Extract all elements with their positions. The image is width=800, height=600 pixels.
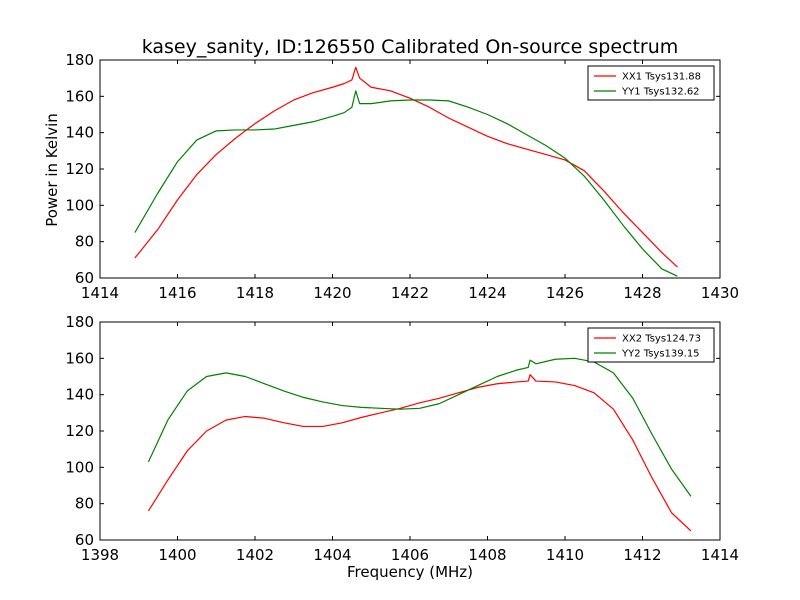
bottom-x-tick-label: 1414	[701, 546, 739, 564]
bottom-y-tick-label: 120	[65, 422, 94, 440]
bottom-legend-label: XX2 Tsys124.73	[622, 334, 701, 345]
bottom-y-tick-label: 140	[65, 386, 94, 404]
top-y-tick-label: 160	[65, 87, 94, 105]
top-x-tick-label: 1418	[236, 284, 274, 302]
top-x-tick-label: 1416	[158, 284, 196, 302]
top-spectrum-panel: 1414 1416 1418 1420 1422 1424 1426 1428 1430 60 80…	[65, 51, 739, 302]
top-legend-label: XX1 Tsys131.88	[622, 72, 701, 83]
top-y-tick-label: 80	[75, 233, 94, 251]
top-legend-label: YY1 Tsys132.62	[621, 87, 700, 98]
top-x-tick-label: 1424	[468, 284, 506, 302]
bottom-x-tick-label: 1406	[391, 546, 429, 564]
bottom-y-tick-label: 60	[75, 531, 94, 549]
bottom-spectrum-panel: 1398 1400 1402 1404 1406 1408 1410 1412 1414 60 80…	[65, 313, 739, 564]
bottom-x-tick-label: 1412	[623, 546, 661, 564]
top-x-tick-label: 1422	[391, 284, 429, 302]
bottom-x-tick-label: 1410	[546, 546, 584, 564]
bottom-legend-label: YY2 Tsys139.15	[621, 349, 700, 360]
bottom-legend: XX2 Tsys124.73 YY2 Tsys139.15	[587, 327, 715, 363]
top-y-tick-label: 60	[75, 269, 94, 287]
bottom-y-tick-label: 160	[65, 349, 94, 367]
top-x-tick-label: 1430	[701, 284, 739, 302]
bottom-series-line-1	[147, 374, 692, 532]
y-axis-label: Power in Kelvin	[43, 113, 61, 227]
top-x-tick-label: 1414	[81, 284, 119, 302]
top-y-tick-label: 180	[65, 51, 94, 69]
bottom-x-tick-label: 1400	[158, 546, 196, 564]
top-x-tick-label: 1426	[546, 284, 584, 302]
bottom-legend-box	[587, 327, 715, 363]
top-legend: XX1 Tsys131.88 YY1 Tsys132.62	[587, 65, 715, 101]
top-y-tick-label: 120	[65, 160, 94, 178]
figure-title: kasey_sanity, ID:126550 Calibrated On-so…	[142, 36, 679, 58]
top-y-tick-label: 100	[65, 196, 94, 214]
top-series-line-2	[134, 90, 678, 277]
bottom-y-tick-label: 180	[65, 313, 94, 331]
top-legend-box	[587, 65, 715, 101]
top-x-tick-label: 1428	[623, 284, 661, 302]
top-series-line-1	[134, 66, 678, 268]
x-axis-label: Frequency (MHz)	[347, 563, 473, 581]
bottom-y-tick-label: 80	[75, 495, 94, 513]
bottom-x-tick-label: 1408	[468, 546, 506, 564]
bottom-x-tick-label: 1398	[81, 546, 119, 564]
top-y-tick-label: 140	[65, 124, 94, 142]
bottom-x-tick-label: 1402	[236, 546, 274, 564]
bottom-y-tick-label: 100	[65, 458, 94, 476]
bottom-x-tick-label: 1404	[313, 546, 351, 564]
top-x-tick-label: 1420	[313, 284, 351, 302]
